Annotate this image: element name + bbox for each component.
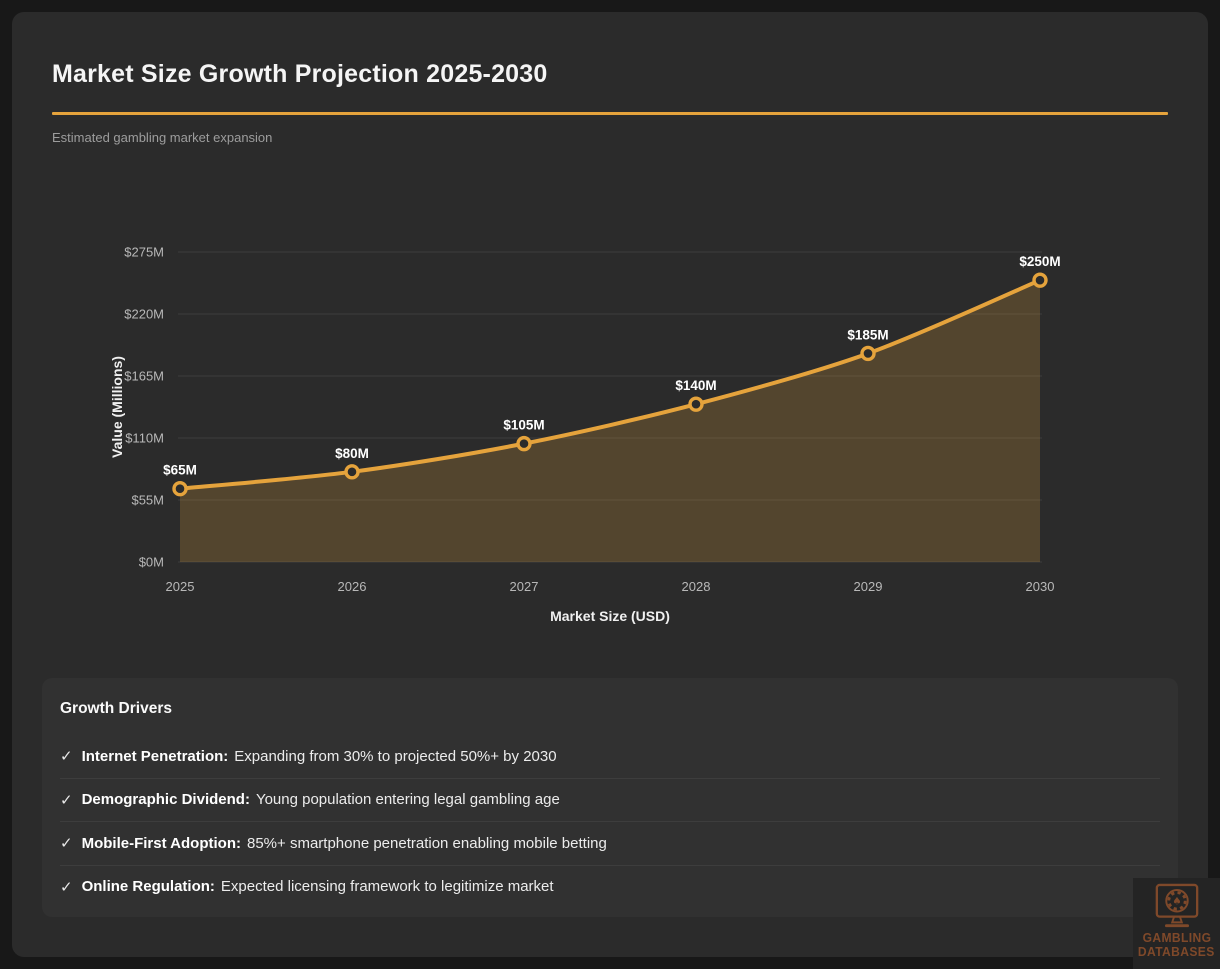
title-underline <box>52 112 1168 115</box>
data-point-label: $80M <box>335 446 369 461</box>
y-tick-label: $165M <box>124 369 164 384</box>
check-icon: ✓ <box>60 748 73 766</box>
data-point[interactable] <box>172 481 188 497</box>
driver-description: Young population entering legal gambling… <box>255 791 560 809</box>
y-tick-label: $55M <box>131 493 164 508</box>
x-tick-label: 2026 <box>338 579 367 594</box>
y-gridlines <box>178 251 1042 563</box>
growth-drivers-panel: Growth Drivers ✓ Internet Penetration: Exp… <box>42 678 1178 917</box>
y-axis-title: Value (Millions) <box>109 356 125 458</box>
data-points: $65M $80M $105M $140M $185M $250M <box>163 254 1061 497</box>
data-point-label: $250M <box>1019 254 1060 269</box>
driver-description: 85%+ smartphone penetration enabling mob… <box>247 834 607 852</box>
data-point[interactable] <box>688 396 704 412</box>
driver-label: Internet Penetration: <box>81 747 229 765</box>
x-tick-label: 2027 <box>510 579 539 594</box>
line-series <box>178 278 1042 491</box>
watermark-line2: DATABASES <box>1138 944 1215 959</box>
data-point-label: $105M <box>503 418 544 433</box>
data-point[interactable] <box>344 464 360 480</box>
growth-driver-item: ✓ Demographic Dividend: Young population e… <box>60 777 1160 822</box>
area-fill <box>180 280 1040 562</box>
watermark-line1: GAMBLING <box>1142 930 1211 945</box>
y-tick-label: $220M <box>124 307 164 322</box>
x-tick-labels: 2025 2026 2027 2028 2029 2030 <box>166 579 1055 594</box>
page-subtitle: Estimated gambling market expansion <box>52 130 273 145</box>
x-tick-label: 2028 <box>682 579 711 594</box>
watermark: ♠ GAMBLING DATABASES <box>1133 878 1220 969</box>
driver-description: Expected licensing framework to legitimi… <box>220 878 554 896</box>
growth-driver-item: ✓ Online Regulation: Expected licensing fr… <box>60 864 1160 909</box>
check-icon: ✓ <box>60 878 73 896</box>
driver-label: Online Regulation: <box>81 878 215 896</box>
y-tick-label: $275M <box>124 245 164 260</box>
y-tick-label: $110M <box>125 431 164 446</box>
x-tick-label: 2030 <box>1026 579 1055 594</box>
y-tick-labels: $0M $55M $110M $165M $220M $275M <box>124 245 164 570</box>
data-point-label: $65M <box>163 463 197 478</box>
data-point[interactable] <box>1032 272 1048 288</box>
x-tick-label: 2025 <box>166 579 195 594</box>
growth-drivers-heading: Growth Drivers <box>60 700 172 717</box>
driver-label: Demographic Dividend: <box>81 791 250 809</box>
growth-drivers-list: ✓ Internet Penetration: Expanding from 30%… <box>60 735 1160 908</box>
monitor-poker-chip-icon: ♠ <box>1155 883 1198 928</box>
data-point-label: $185M <box>847 327 888 342</box>
svg-text:♠: ♠ <box>1172 896 1181 908</box>
x-axis-title: Market Size (USD) <box>550 608 670 624</box>
x-tick-label: 2029 <box>854 579 883 594</box>
growth-driver-item: ✓ Internet Penetration: Expanding from 30%… <box>60 735 1160 778</box>
growth-driver-item: ✓ Mobile-First Adoption: 85%+ smartphone p… <box>60 821 1160 865</box>
data-point-label: $140M <box>675 378 716 393</box>
y-tick-label: $0M <box>139 555 164 570</box>
data-point[interactable] <box>860 345 876 362</box>
page-title: Market Size Growth Projection 2025-2030 <box>52 60 548 88</box>
driver-description: Expanding from 30% to projected 50%+ by … <box>234 747 557 765</box>
check-icon: ✓ <box>60 791 73 809</box>
check-icon: ✓ <box>60 835 73 853</box>
data-point[interactable] <box>516 435 532 452</box>
driver-label: Mobile-First Adoption: <box>81 834 241 852</box>
